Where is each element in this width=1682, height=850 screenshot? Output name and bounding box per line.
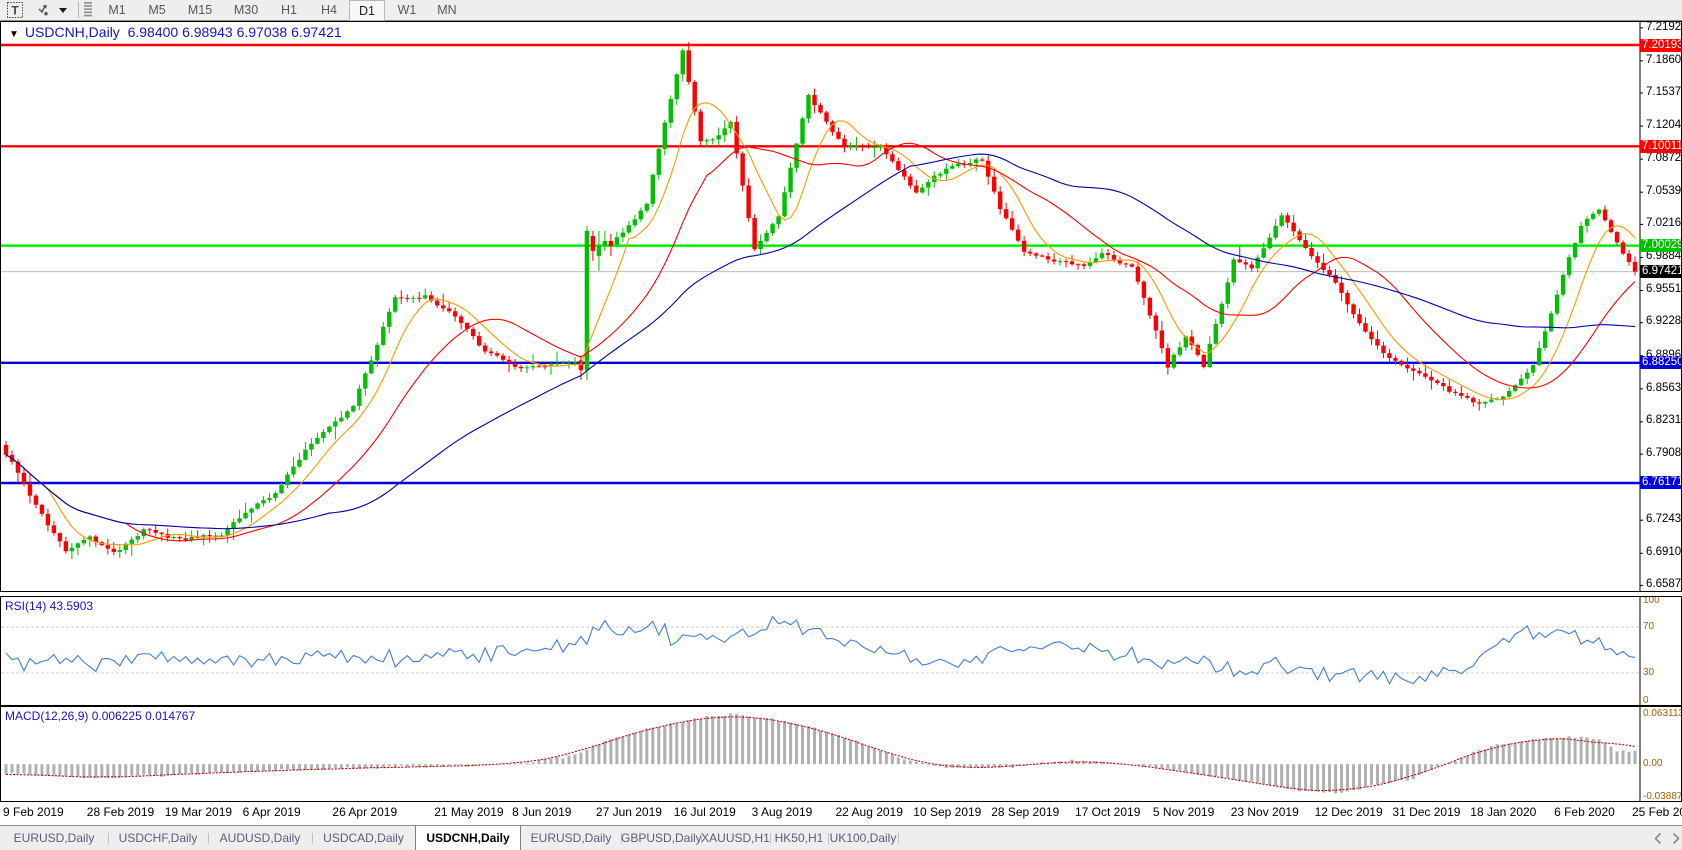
- svg-text:T: T: [11, 4, 19, 18]
